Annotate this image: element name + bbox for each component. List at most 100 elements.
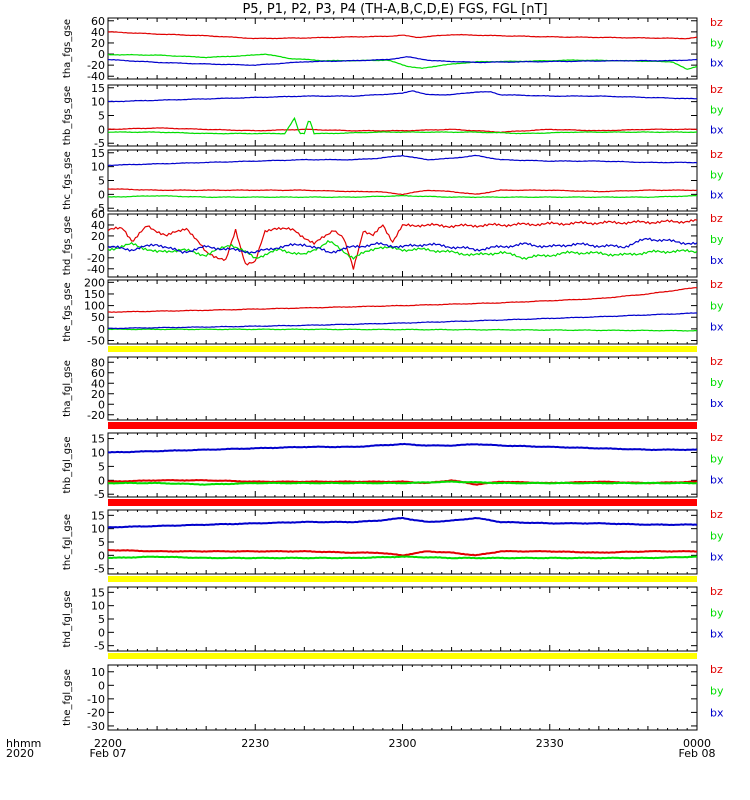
y-tick-label: 0 <box>98 48 105 61</box>
series-bz <box>108 548 697 557</box>
legend-bz: bz <box>710 663 723 676</box>
panel-ylabel: tha_fgl_gse <box>62 360 73 417</box>
x-tick-label: 2330 <box>536 737 564 750</box>
legend-bx: bx <box>710 254 724 267</box>
y-tick-label: 60 <box>91 367 105 380</box>
series-by <box>108 53 697 70</box>
legend-by: by <box>710 168 724 181</box>
legend-bz: bz <box>710 83 723 96</box>
y-tick-label: 0 <box>98 679 105 692</box>
y-tick-label: -50 <box>87 335 105 348</box>
series-by <box>108 194 697 199</box>
legend-by: by <box>710 103 724 116</box>
panel-ylabel: tha_fgs_gse <box>62 19 73 78</box>
legend-by: by <box>710 452 724 465</box>
y-tick-label: 10 <box>91 446 105 459</box>
x-tick-sublabel: Feb 07 <box>90 747 127 760</box>
series-bx <box>108 312 697 330</box>
y-tick-label: 15 <box>91 433 105 446</box>
legend-by: by <box>710 376 724 389</box>
y-tick-label: 5 <box>98 536 105 549</box>
x-axis-label-bottom: 2020 <box>6 747 34 760</box>
status-bar <box>108 576 697 582</box>
panel-ylabel: thc_fgs_gse <box>62 151 73 210</box>
y-tick-label: -5 <box>94 202 105 215</box>
y-tick-label: 0 <box>98 398 105 411</box>
legend-bz: bz <box>710 585 723 598</box>
legend-bx: bx <box>710 551 724 564</box>
panel-frame <box>107 279 698 345</box>
y-tick-label: 5 <box>98 175 105 188</box>
status-bar <box>108 499 697 506</box>
y-tick-label: 15 <box>91 147 105 160</box>
status-bar <box>108 422 697 429</box>
series-bx <box>108 90 697 103</box>
legend-bx: bx <box>710 57 724 70</box>
y-tick-label: -40 <box>87 70 105 83</box>
legend-bx: bx <box>710 321 724 334</box>
y-tick-label: -5 <box>94 488 105 501</box>
y-tick-label: 10 <box>91 600 105 613</box>
y-tick-label: -20 <box>87 252 105 265</box>
legend-bx: bx <box>710 628 724 641</box>
panel-frame <box>107 356 698 421</box>
series-bx <box>108 442 697 454</box>
y-tick-label: 60 <box>91 208 105 221</box>
y-tick-label: -20 <box>87 59 105 72</box>
panel-ylabel: thb_fgl_gse <box>62 437 73 494</box>
y-tick-label: 150 <box>84 288 105 301</box>
panel-ylabel: the_fgl_gse <box>62 669 73 726</box>
x-tick-label: 2200 <box>94 737 122 750</box>
legend-by: by <box>710 685 724 698</box>
panel-ylabel: thd_fgs_gse <box>62 216 73 275</box>
series-bz <box>108 127 697 134</box>
series-group <box>108 442 697 486</box>
y-tick-label: 0 <box>98 241 105 254</box>
series-bz <box>108 478 697 486</box>
legend-bz: bz <box>710 212 723 225</box>
legend-bz: bz <box>710 148 723 161</box>
legend-by: by <box>710 299 724 312</box>
legend-bx: bx <box>710 474 724 487</box>
y-tick-label: -5 <box>94 563 105 576</box>
series-bx <box>108 237 697 255</box>
y-tick-label: 60 <box>91 15 105 28</box>
legend-by: by <box>710 529 724 542</box>
series-bz <box>108 188 697 196</box>
legend-by: by <box>710 36 724 49</box>
series-bz <box>108 219 697 270</box>
panel-frame <box>107 586 698 652</box>
y-tick-label: 40 <box>91 219 105 232</box>
series-by <box>108 116 697 135</box>
y-tick-label: -30 <box>87 720 105 733</box>
y-tick-label: 10 <box>91 161 105 174</box>
series-group <box>108 154 697 199</box>
y-tick-label: -10 <box>87 693 105 706</box>
y-tick-label: 40 <box>91 377 105 390</box>
series-group <box>108 90 697 135</box>
legend-bz: bz <box>710 508 723 521</box>
panel-ylabel: the_fgs_gse <box>62 282 73 341</box>
y-tick-label: -5 <box>94 137 105 150</box>
series-bx <box>108 516 697 529</box>
series-by <box>108 555 697 560</box>
legend-bz: bz <box>710 431 723 444</box>
x-axis-label-top: hhmm <box>6 737 41 750</box>
y-tick-label: 15 <box>91 82 105 95</box>
y-tick-label: 10 <box>91 523 105 536</box>
series-group <box>108 287 697 332</box>
y-tick-label: 40 <box>91 26 105 39</box>
panel-frame <box>107 149 698 212</box>
panel-the_fgl_gse: 100-10-20-30 the_fgl_gse bz by bx <box>62 663 724 733</box>
y-tick-label: 50 <box>91 311 105 324</box>
y-tick-label: 15 <box>91 586 105 599</box>
series-bx <box>108 56 697 67</box>
x-tick-label: 0000 <box>683 737 711 750</box>
